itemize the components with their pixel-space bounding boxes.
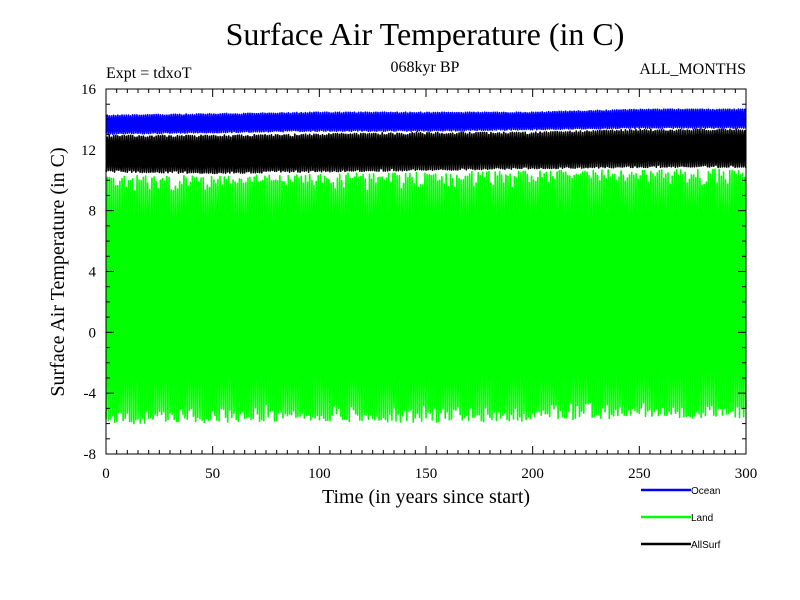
y-tick-label: 0 [89,325,97,341]
y-axis-label: Surface Air Temperature (in C) [47,147,69,396]
series-line-ocean [105,108,747,136]
chart-title: Surface Air Temperature (in C) [226,16,625,52]
y-tick-label: -4 [84,386,97,402]
x-tick-label: 300 [735,466,758,482]
y-tick-label: 8 [89,204,97,220]
x-axis-label: Time (in years since start) [322,486,530,508]
chart-subtitle: 068kyr BP [391,59,460,76]
legend-label-land: Land [691,513,713,524]
series-line-land [105,168,747,425]
y-tick-label: 4 [89,265,97,281]
x-tick-label: 150 [415,466,438,482]
x-tick-label: 50 [205,466,220,482]
experiment-label: Expt = tdxoT [106,65,192,82]
x-tick-label: 200 [521,466,544,482]
plot-series [105,108,747,425]
x-tick-label: 100 [308,466,331,482]
y-tick-label: -8 [84,447,97,463]
months-label: ALL_MONTHS [639,61,746,78]
y-tick-label: 16 [81,82,97,98]
y-tick-label: 12 [81,143,96,159]
legend-label-allsurf: AllSurf [691,540,721,551]
series-line-allsurf [105,128,747,175]
x-tick-labels: 0 50 100 150 200 250 300 [102,466,757,482]
axis-ticks [105,88,747,455]
legend: Ocean Land AllSurf [641,486,721,551]
y-tick-labels: -8 -4 0 4 8 12 16 [81,82,97,463]
x-tick-label: 250 [628,466,651,482]
legend-label-ocean: Ocean [691,486,720,497]
x-tick-label: 0 [102,466,110,482]
